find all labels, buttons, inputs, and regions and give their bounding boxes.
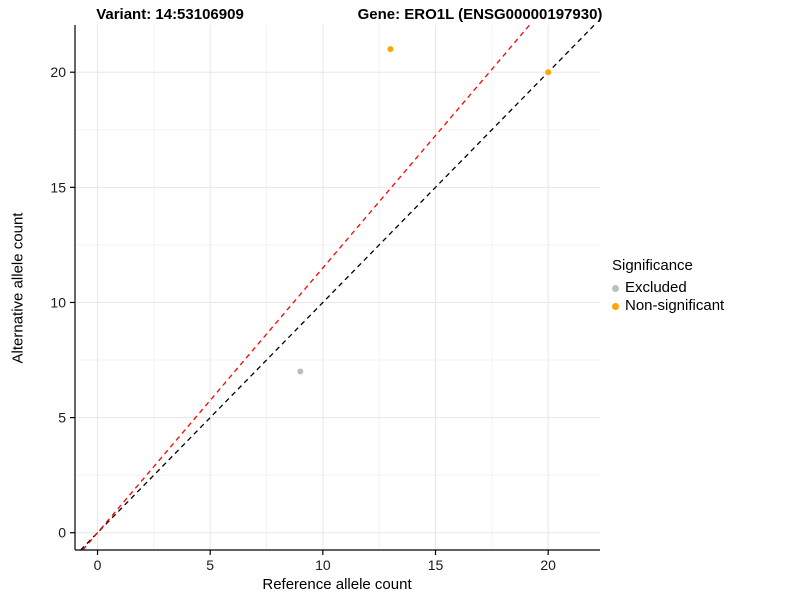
x-tick-label: 5 xyxy=(206,557,214,573)
y-tick-label: 10 xyxy=(50,294,66,310)
data-point-non-significant xyxy=(545,69,552,76)
identity-line xyxy=(80,24,595,551)
legend-item-label-excluded: Excluded xyxy=(625,279,687,296)
y-tick-label: 0 xyxy=(58,525,66,541)
legend: Significance Excluded Non-significant xyxy=(612,257,724,315)
y-axis-label: Alternative allele count xyxy=(9,212,27,364)
x-axis-label: Reference allele count xyxy=(262,576,412,593)
y-tick-label: 5 xyxy=(58,410,66,426)
data-point-non-significant xyxy=(387,46,394,53)
legend-item-excluded: Excluded xyxy=(612,279,724,297)
x-tick-label: 15 xyxy=(428,557,444,573)
legend-item-non-significant: Non-significant xyxy=(612,297,724,315)
y-tick-label: 15 xyxy=(50,179,66,195)
legend-item-label-non-significant: Non-significant xyxy=(625,297,725,314)
x-tick-label: 0 xyxy=(94,557,102,573)
x-tick-label: 20 xyxy=(540,557,556,573)
non-significant-dot-icon xyxy=(612,302,619,310)
legend-title: Significance xyxy=(612,257,693,274)
x-tick-label: 10 xyxy=(315,557,331,573)
variant-title: Variant: 14:53106909 xyxy=(96,6,244,23)
y-tick-label: 20 xyxy=(50,64,66,80)
expected-ratio-line xyxy=(82,24,531,551)
data-point-excluded xyxy=(297,368,304,375)
excluded-dot-icon xyxy=(612,284,619,292)
gene-title: Gene: ERO1L (ENSG00000197930) xyxy=(357,6,603,23)
